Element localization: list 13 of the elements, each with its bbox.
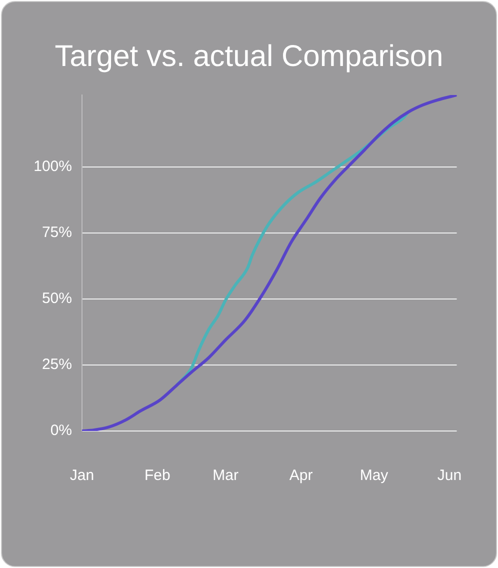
y-tick-label: 0% <box>50 422 72 440</box>
line-series <box>82 95 457 431</box>
y-tick-label: 50% <box>42 290 72 308</box>
x-tick-label: May <box>360 467 389 484</box>
y-tick-label: 100% <box>34 158 72 176</box>
x-tick-label: Feb <box>144 467 170 484</box>
y-tick-label: 75% <box>42 224 72 242</box>
y-tick-label: 25% <box>42 356 72 374</box>
x-tick-label: Jan <box>70 467 94 484</box>
chart-title: Target vs. actual Comparison <box>54 40 444 74</box>
x-tick-label: Jun <box>437 467 462 484</box>
x-tick-label: Mar <box>212 467 238 484</box>
x-tick-label: Apr <box>289 467 313 484</box>
